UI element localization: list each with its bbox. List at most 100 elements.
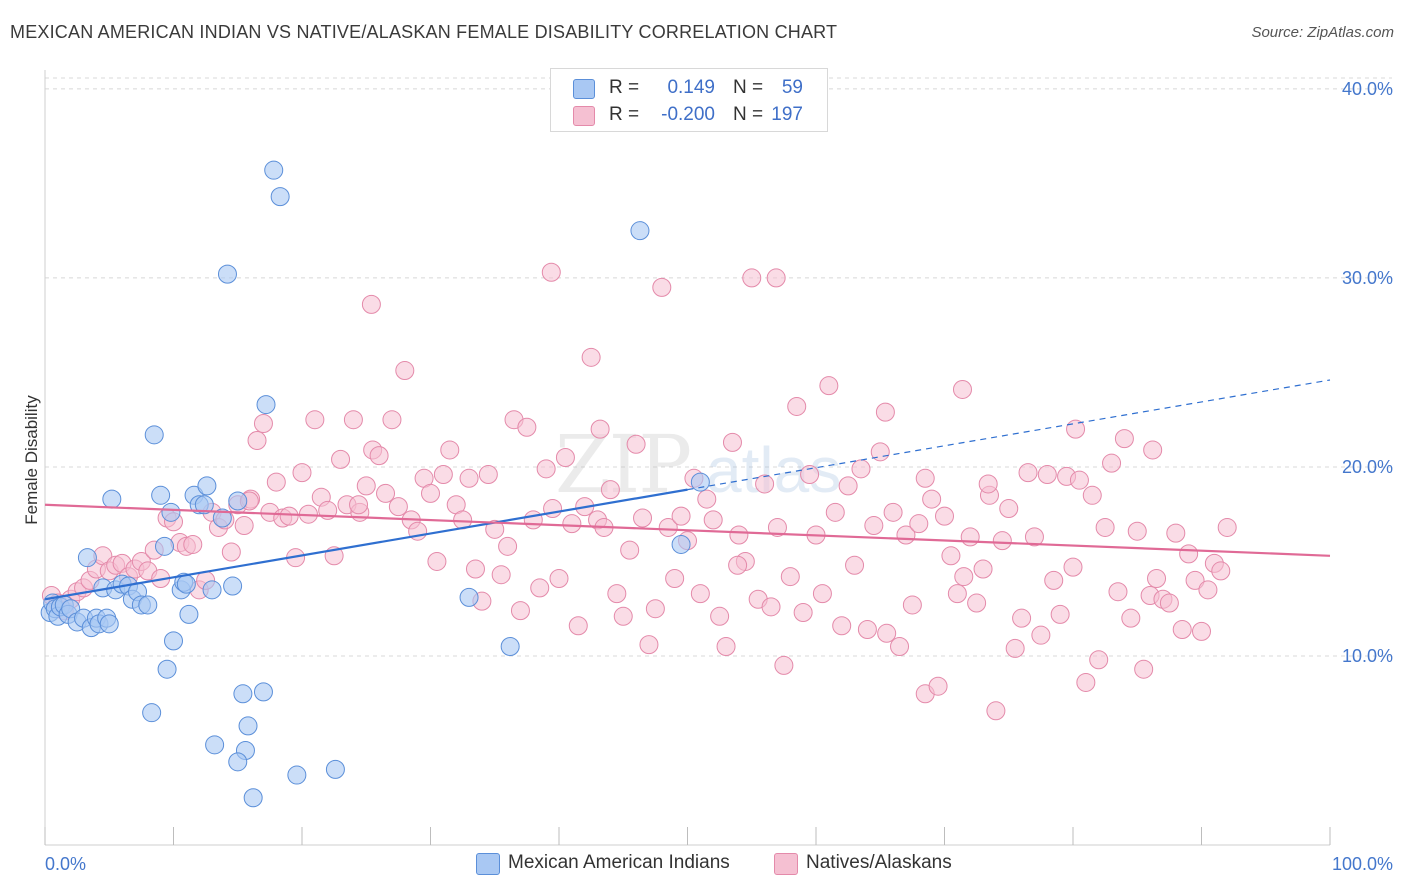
axis-layer bbox=[44, 70, 1331, 846]
natives-alaskans-point bbox=[1127, 521, 1147, 541]
natives-alaskans-point bbox=[787, 396, 807, 416]
legend-n-value: 59 bbox=[781, 77, 803, 98]
legend-row-blue: R = 0.149 N = 59 bbox=[551, 77, 827, 101]
natives-alaskans-point bbox=[838, 476, 858, 496]
natives-alaskans-point bbox=[875, 402, 895, 422]
pink-swatch-icon bbox=[573, 106, 595, 126]
natives-alaskans-point bbox=[361, 294, 381, 314]
natives-alaskans-point bbox=[960, 527, 980, 547]
natives-alaskans-point bbox=[549, 568, 569, 588]
natives-alaskans-point bbox=[755, 474, 775, 494]
natives-alaskans-point bbox=[1134, 659, 1154, 679]
natives-alaskans-point bbox=[459, 468, 479, 488]
natives-alaskans-point bbox=[1114, 429, 1134, 449]
mexican-american-indians-point bbox=[151, 485, 171, 505]
mexican-american-indians-point bbox=[264, 160, 284, 180]
natives-alaskans-point bbox=[388, 497, 408, 517]
trend-lines bbox=[44, 379, 1331, 601]
mexican-american-indians-point bbox=[212, 508, 232, 528]
y-axis-label: Female Disability bbox=[22, 395, 41, 525]
natives-alaskans-point bbox=[1179, 544, 1199, 564]
mexican-american-indians-point bbox=[144, 425, 164, 445]
natives-alaskans-point bbox=[761, 597, 781, 617]
natives-alaskans-point bbox=[935, 506, 954, 526]
natives-alaskans-point bbox=[382, 410, 402, 430]
natives-alaskans-point bbox=[395, 361, 415, 381]
natives-alaskans-point bbox=[541, 262, 561, 282]
legend-n-label: N = bbox=[733, 77, 764, 98]
natives-alaskans-point bbox=[568, 616, 588, 636]
natives-alaskans-point bbox=[1211, 561, 1231, 581]
mexican-american-indians-point bbox=[138, 595, 158, 615]
natives-alaskans-point bbox=[234, 516, 254, 536]
natives-alaskans-point bbox=[922, 489, 942, 509]
mexican-american-indians-point bbox=[325, 759, 345, 779]
legend-r-value: -0.200 bbox=[661, 104, 715, 125]
mexican-american-indians-point bbox=[205, 735, 225, 755]
mexican-american-indians-point bbox=[287, 765, 307, 785]
tick-labels: 10.0% 20.0% 30.0% 40.0% 0.0% 100.0% bbox=[45, 79, 1393, 874]
natives-alaskans-point bbox=[485, 519, 505, 539]
pink-trend-line bbox=[44, 503, 1331, 557]
natives-alaskans-point bbox=[1192, 621, 1211, 641]
natives-alaskans-point bbox=[954, 567, 974, 587]
legend-r-value: 0.149 bbox=[667, 77, 715, 98]
natives-alaskans-point bbox=[1063, 557, 1083, 577]
natives-alaskans-point bbox=[1143, 440, 1163, 460]
natives-alaskans-point bbox=[1089, 650, 1109, 670]
natives-alaskans-point bbox=[947, 584, 967, 604]
mexican-american-indians-point bbox=[161, 502, 181, 522]
mexican-american-indians-point bbox=[233, 684, 253, 704]
natives-alaskans-point bbox=[1198, 580, 1218, 600]
natives-alaskans-point bbox=[909, 514, 929, 534]
natives-alaskans-point bbox=[356, 476, 376, 496]
natives-alaskans-point bbox=[1095, 517, 1115, 537]
natives-alaskans-point bbox=[600, 480, 620, 500]
natives-alaskans-point bbox=[941, 546, 961, 566]
natives-alaskans-point bbox=[555, 448, 575, 467]
natives-alaskans-point bbox=[1147, 568, 1167, 588]
natives-alaskans-point bbox=[376, 483, 396, 503]
natives-alaskans-point bbox=[305, 410, 325, 430]
natives-alaskans-point bbox=[1159, 593, 1179, 613]
mexican-american-indians-point bbox=[176, 574, 196, 594]
natives-alaskans-point bbox=[766, 268, 786, 288]
natives-alaskans-point bbox=[832, 616, 852, 636]
natives-alaskans-point bbox=[247, 430, 267, 450]
natives-alaskans-point bbox=[421, 483, 440, 503]
svg-text:ZIP: ZIP bbox=[555, 418, 690, 511]
natives-alaskans-point bbox=[349, 495, 369, 515]
natives-alaskans-point bbox=[279, 506, 299, 526]
natives-alaskans-point bbox=[952, 379, 972, 399]
natives-alaskans-point bbox=[1024, 527, 1044, 547]
natives-alaskans-point bbox=[877, 623, 897, 643]
natives-alaskans-point bbox=[221, 542, 241, 562]
legend-n-label: N = bbox=[733, 104, 764, 125]
natives-alaskans-point bbox=[478, 465, 498, 485]
natives-alaskans-point bbox=[1121, 608, 1141, 628]
mexican-american-indians-point bbox=[155, 536, 175, 556]
natives-alaskans-point bbox=[440, 440, 460, 460]
mexican-american-indians-points bbox=[40, 160, 710, 808]
natives-alaskans-point bbox=[986, 701, 1006, 721]
mexican-american-indians-point bbox=[238, 716, 258, 736]
natives-alaskans-point bbox=[491, 565, 511, 585]
mexican-american-indians-point bbox=[77, 548, 97, 568]
natives-alaskans-point bbox=[780, 567, 800, 587]
natives-alaskans-point bbox=[645, 599, 665, 619]
natives-alaskans-point bbox=[1050, 604, 1070, 624]
mexican-american-indians-point bbox=[256, 395, 276, 415]
natives-alaskans-point bbox=[1108, 582, 1128, 602]
natives-alaskans-point bbox=[774, 655, 794, 675]
natives-alaskans-point bbox=[1102, 453, 1122, 473]
pink-swatch-icon bbox=[774, 853, 798, 875]
natives-alaskans-point bbox=[819, 376, 839, 396]
blue-trend-line-dashed bbox=[687, 379, 1331, 491]
mexican-american-indians-point bbox=[500, 637, 520, 657]
natives-alaskans-point bbox=[1018, 463, 1038, 483]
natives-alaskans-point bbox=[812, 584, 832, 604]
mexican-american-indians-point bbox=[690, 472, 710, 492]
natives-alaskans-point bbox=[1172, 620, 1192, 640]
natives-alaskans-point bbox=[620, 540, 640, 560]
